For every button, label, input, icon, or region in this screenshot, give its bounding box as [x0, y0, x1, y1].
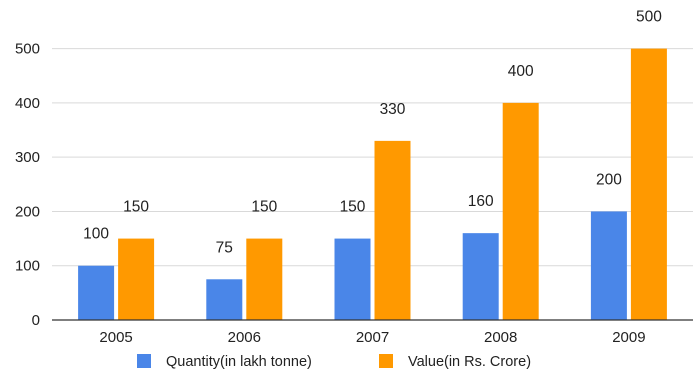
data-label-quantity-2006: 75: [216, 239, 233, 256]
y-tick-label: 0: [32, 312, 40, 329]
y-tick-label: 200: [15, 203, 40, 220]
x-tick-label: 2005: [99, 329, 132, 346]
x-tick-label: 2008: [484, 329, 517, 346]
x-tick-label: 2009: [612, 329, 645, 346]
bar-value-2008: [502, 102, 539, 320]
data-label-quantity-2009: 200: [596, 171, 622, 188]
bar-quantity-2009: [590, 211, 627, 320]
legend-swatch-value: [379, 354, 393, 368]
y-tick-label: 500: [15, 41, 40, 58]
bar-value-2009: [630, 48, 667, 320]
legend-label-value: Value(in Rs. Crore): [408, 354, 531, 370]
x-axis-tick-labels: 2005 2006 2007 2008 2009: [99, 329, 645, 346]
bar-value-2005: [118, 238, 155, 320]
bars: [78, 48, 667, 320]
data-label-quantity-2005: 100: [83, 226, 109, 243]
x-tick-label: 2006: [228, 329, 261, 346]
data-label-value-2005: 150: [123, 199, 149, 216]
y-tick-label: 100: [15, 258, 40, 275]
data-label-value-2008: 400: [508, 63, 534, 80]
y-gridlines: [52, 48, 693, 267]
y-axis-tick-labels: 0 100 200 300 400 500: [15, 41, 40, 329]
data-label-quantity-2007: 150: [340, 199, 366, 216]
bar-quantity-2006: [206, 279, 243, 320]
legend-swatch-quantity: [137, 354, 151, 368]
data-label-quantity-2008: 160: [468, 193, 494, 210]
y-tick-label: 400: [15, 95, 40, 112]
bar-quantity-2007: [334, 238, 371, 320]
legend: Quantity(in lakh tonne) Value(in Rs. Cror…: [137, 354, 531, 370]
bar-value-2006: [246, 238, 283, 320]
legend-label-quantity: Quantity(in lakh tonne): [166, 354, 312, 370]
x-tick-label: 2007: [356, 329, 389, 346]
y-tick-label: 300: [15, 149, 40, 166]
bar-quantity-2008: [462, 233, 499, 320]
bar-value-2007: [374, 140, 411, 320]
bar-quantity-2005: [78, 265, 115, 320]
data-label-value-2007: 330: [380, 101, 406, 118]
data-label-value-2006: 150: [251, 199, 277, 216]
data-label-value-2009: 500: [636, 9, 662, 26]
data-labels: 100 150 75 150 150 330 160 400 200 500: [83, 9, 662, 257]
